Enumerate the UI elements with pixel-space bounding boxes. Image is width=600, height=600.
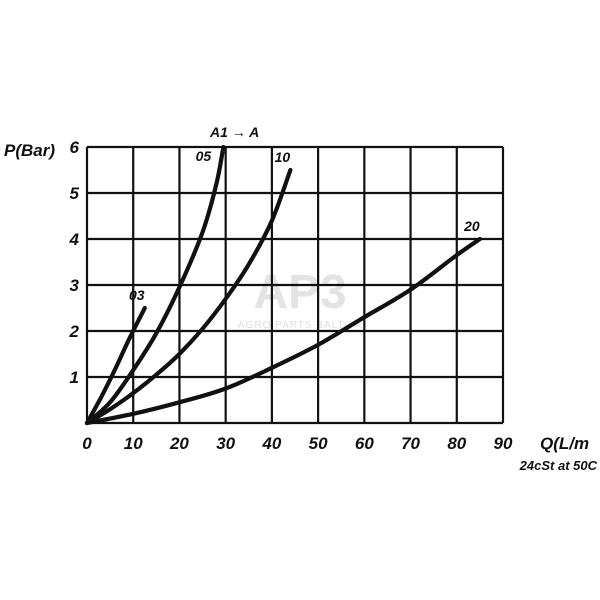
chart-labels: P(Bar) Q(L/m 24cSt at 50C A1 → A (4, 124, 598, 473)
curve-label-05: 05 (196, 148, 212, 164)
watermark-logo: AP3 AGRO PARTS BALTIJA (238, 266, 362, 331)
y-axis-title: P(Bar) (4, 141, 55, 160)
x-tick-label: 40 (261, 434, 281, 453)
x-tick-label: 80 (447, 434, 466, 453)
curve-10 (84, 167, 293, 426)
curve-20 (84, 236, 482, 426)
viscosity-note: 24cSt at 50C (519, 458, 598, 473)
curve-03 (84, 305, 147, 426)
x-tick-label: 70 (401, 434, 420, 453)
axis-ticks: 0 10 20 30 40 50 60 70 80 90 1 2 3 4 5 6 (69, 138, 513, 453)
x-tick-label: 60 (355, 434, 374, 453)
y-tick-label: 4 (69, 230, 80, 249)
curve-05 (84, 144, 226, 426)
y-tick-label: 1 (70, 368, 79, 387)
watermark-logo-text: AP3 (253, 266, 346, 319)
curve-labels: 03 05 10 20 (129, 148, 480, 303)
x-tick-label: 10 (124, 434, 143, 453)
x-tick-label: 90 (494, 434, 513, 453)
curve-label-03: 03 (129, 287, 145, 303)
x-tick-label: 30 (216, 434, 235, 453)
chart-curves (84, 144, 482, 426)
x-tick-label: 20 (169, 434, 189, 453)
y-tick-label: 3 (70, 276, 80, 295)
x-axis-title: Q(L/m (540, 434, 589, 453)
y-tick-label: 2 (69, 322, 80, 341)
curve-label-10: 10 (275, 149, 291, 165)
y-tick-label: 6 (70, 138, 80, 157)
y-tick-label: 5 (70, 184, 80, 203)
x-tick-label: 50 (309, 434, 328, 453)
watermark-tagline: AGRO PARTS BALTIJA (238, 320, 362, 331)
curve-label-20: 20 (463, 218, 480, 234)
x-tick-label: 0 (82, 434, 92, 453)
flow-direction-label: A1 → A (209, 124, 259, 140)
